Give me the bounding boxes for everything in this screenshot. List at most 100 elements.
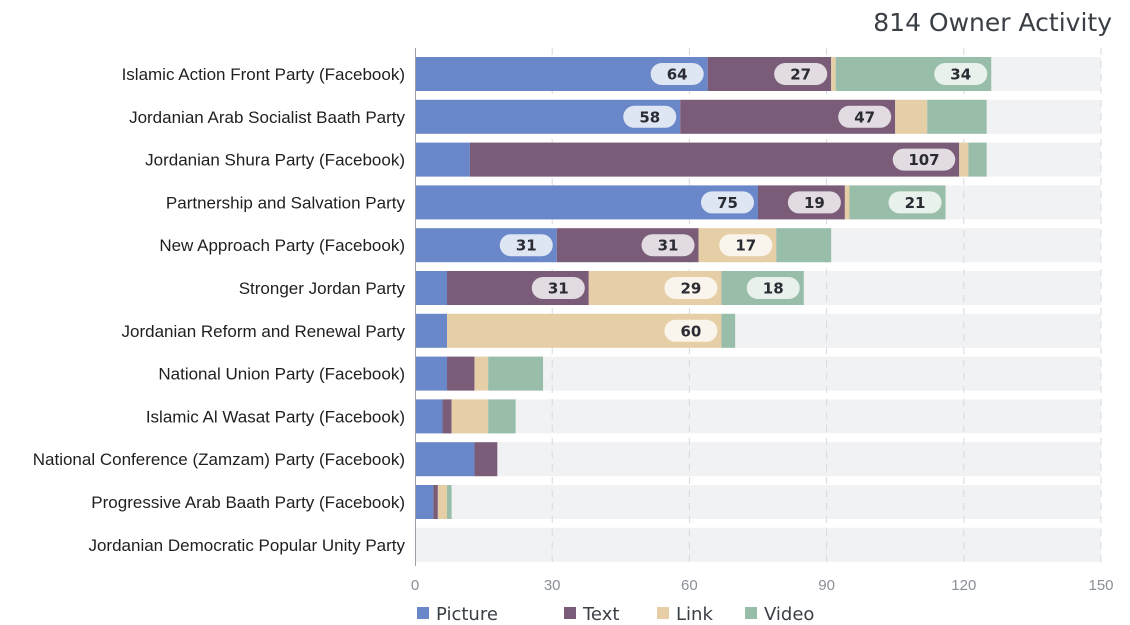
x-tick-label: 150 [1088,577,1113,594]
bar-segment [415,185,758,220]
data-label-pill [719,234,773,257]
data-label-pill [934,63,988,85]
data-label: 21 [888,191,942,214]
bar-segment [415,271,448,305]
data-label-pill [892,148,956,171]
data-label-pill [531,277,585,299]
bar-segment [968,142,987,177]
legend-label: Video [764,604,814,625]
bar-track [415,527,1101,562]
data-label: 17 [719,234,773,257]
bar-segment [451,399,489,434]
data-label-text: 60 [680,322,701,340]
bar-segment [415,313,448,348]
category-label: Progressive Arab Baath Party (Facebook) [91,493,405,512]
category-label: Islamic Al Wasat Party (Facebook) [146,407,405,426]
bar-track [415,485,1101,519]
bar-segment [721,313,736,348]
category-label: National Conference (Zamzam) Party (Face… [33,450,405,469]
data-label-text: 34 [950,66,971,84]
data-label-text: 31 [658,237,679,255]
data-label-text: 47 [854,108,875,126]
bars [415,57,992,519]
bar-segment [415,142,470,177]
legend-label: Text [582,604,619,625]
data-label-text: 29 [680,280,701,298]
data-label: 107 [892,148,956,171]
data-label: 31 [499,234,553,257]
bar-track [415,442,1101,477]
bar-segment [447,356,475,391]
bar-segment [469,142,960,177]
data-label: 18 [746,277,800,299]
legend-item: Text [564,604,619,625]
bar-segment [776,228,832,263]
bar-segment [488,356,544,391]
data-label-pill [650,63,704,85]
legend-item: Picture [417,604,498,625]
category-label: Jordanian Arab Socialist Baath Party [129,108,405,127]
x-tick-label: 0 [411,577,419,594]
legend-swatch [657,607,669,619]
category-label: National Union Party (Facebook) [158,365,405,384]
data-label: 75 [701,191,754,214]
data-label-pill [641,234,695,257]
category-labels: Islamic Action Front Party (Facebook) Jor… [33,65,406,555]
data-label-pill [664,277,718,299]
x-axis-tick-labels: 0 30 60 90 120 150 [411,577,1114,594]
data-label-pill [888,191,942,214]
data-label-text: 64 [667,66,688,84]
data-label: 19 [787,191,841,214]
data-labels: 64 27 34 58 47 107 75 19 21 31 31 17 31 29 18 60 [499,63,988,342]
bar-segment [959,142,969,177]
grid-lines [551,48,1102,566]
bar-segment [415,442,475,477]
legend-item: Video [745,604,814,625]
bar-segment [474,356,489,391]
legend-swatch [417,607,429,619]
legend-item: Link [657,604,713,625]
legend-swatch [564,607,576,619]
data-label-pill [664,319,718,342]
x-tick-label: 30 [544,577,561,594]
category-label: Jordanian Shura Party (Facebook) [145,151,405,170]
data-label-text: 27 [790,66,811,84]
bar-segment [488,399,516,434]
data-label-text: 75 [717,194,738,212]
data-label-text: 107 [908,151,939,169]
x-tick-label: 90 [818,577,835,594]
category-label: Jordanian Reform and Renewal Party [122,322,406,341]
data-label-text: 19 [804,194,825,212]
bar-segment [447,485,452,519]
data-label-pill [623,105,677,128]
data-label-text: 31 [548,280,569,298]
data-label: 27 [774,63,828,85]
data-label: 60 [664,319,718,342]
data-label-pill [746,277,800,299]
bar-segment [831,57,836,91]
bar-segment [474,442,498,477]
data-label-text: 17 [735,237,756,255]
x-tick-label: 60 [681,577,698,594]
data-label: 47 [838,105,892,128]
category-label: New Approach Party (Facebook) [159,236,405,255]
bar-segment [415,485,434,519]
data-label: 31 [531,277,585,299]
chart-title: 814 Owner Activity [873,8,1112,37]
bar-segment [415,399,443,434]
legend-label: Picture [436,604,498,625]
data-label-pill [787,191,841,214]
category-label: Islamic Action Front Party (Facebook) [122,65,405,84]
bar-segment [895,99,928,134]
data-label: 58 [623,105,677,128]
bar-segment [437,485,448,519]
data-label-pill [499,234,553,257]
x-tick-label: 120 [951,577,976,594]
data-label-text: 58 [639,108,660,126]
data-label-pill [838,105,892,128]
data-label: 34 [934,63,988,85]
category-label: Partnership and Salvation Party [166,193,406,212]
data-label: 29 [664,277,718,299]
legend: Picture Text Link Video [417,604,814,625]
